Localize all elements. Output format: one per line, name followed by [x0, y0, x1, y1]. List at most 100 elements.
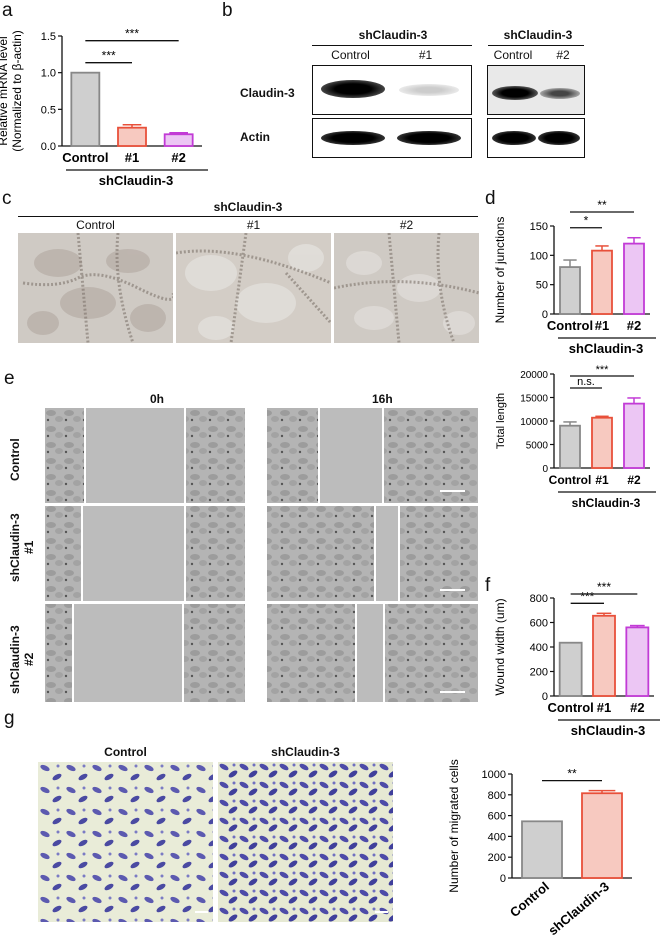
y-tick-label: 200	[530, 667, 548, 679]
significance-label: ***	[125, 27, 139, 41]
y-tick-label: 5000	[526, 441, 549, 452]
blot-actin-2	[487, 118, 585, 158]
blot-header-2: shClaudin-3	[503, 28, 573, 42]
chart-f-wound-width: 0 200 400 600 800 Wound width (um) Control #1 #2…	[493, 580, 660, 738]
y-tick-label: 600	[530, 618, 548, 630]
band	[540, 88, 580, 99]
y-tick-label: 0.5	[41, 104, 56, 116]
x-tick-label: #2	[630, 700, 644, 715]
band	[397, 131, 461, 145]
significance-label: ***	[597, 580, 611, 594]
x-tick-label: #1	[595, 473, 609, 487]
significance-label: ***	[102, 49, 116, 63]
significance-label: *	[584, 214, 589, 228]
panel-letter-c: c	[2, 188, 12, 209]
y-tick-label: 50	[536, 280, 548, 292]
panel-c-header: shClaudin-3	[213, 200, 283, 214]
y-tick-label: 0	[542, 691, 548, 703]
y-tick-label: 400	[530, 642, 548, 654]
chart-a-mrna-level: 0.0 0.5 1.0 1.5 Relative mRNA level (Normaliz…	[0, 27, 208, 188]
y-tick-label: 1.5	[41, 31, 56, 43]
panel-letter-d: d	[485, 188, 496, 209]
y-axis-title-line: Total length	[495, 393, 507, 449]
band	[321, 131, 385, 145]
panel-e-time-0h: 0h	[150, 392, 165, 406]
significance-label: **	[597, 198, 607, 212]
band	[538, 131, 580, 145]
y-tick-label: 0	[542, 309, 548, 321]
bar	[559, 424, 581, 469]
blot-header-1: shClaudin-3	[358, 28, 428, 42]
bar	[592, 614, 616, 697]
x-tick-label: #1	[595, 318, 609, 333]
chart-g-migrated-cells: 0 200 400 600 800 1000 Number of migrated cell…	[447, 759, 632, 938]
blot-header-2-line	[488, 45, 584, 46]
y-tick-label: 400	[488, 831, 506, 843]
blot-lane-2: #2	[556, 48, 570, 62]
panel-c-label-control: Control	[76, 218, 115, 232]
bar	[623, 402, 645, 469]
x-tick-label: #2	[627, 318, 641, 333]
y-tick-label: 1.0	[41, 68, 56, 80]
tube-image-control	[18, 233, 173, 343]
panel-e-time-16h: 16h	[372, 392, 393, 406]
band	[492, 131, 536, 145]
bar	[625, 626, 650, 697]
panel-g-label-control: Control	[104, 745, 147, 759]
x-tick-label: Control	[507, 879, 552, 920]
bar	[623, 242, 645, 315]
panel-e-row-control: Control	[8, 438, 22, 482]
panel-letter-a: a	[2, 0, 13, 21]
x-tick-label: Control	[549, 473, 592, 487]
blot-lane-control-2: Control	[493, 48, 533, 62]
blot-lane-control-1: Control	[331, 48, 370, 62]
chart-d-junctions: 0 50 100 150 Number of junctions Control #1 #2 s…	[493, 198, 656, 356]
bar	[581, 792, 623, 879]
panel-letter-f: f	[485, 575, 491, 596]
tube-image-1	[176, 233, 331, 343]
band	[492, 86, 538, 100]
bar	[558, 641, 583, 697]
x-tick-label: #2	[171, 150, 185, 165]
x-tick-label: Control	[548, 700, 594, 715]
panel-letter-e: e	[4, 368, 15, 389]
y-axis-title: Number of junctions	[493, 217, 507, 324]
blot-lane-1: #1	[418, 48, 433, 62]
y-tick-label: 0.0	[41, 141, 56, 153]
panel-c-label-1: #1	[246, 218, 261, 232]
bar	[591, 249, 613, 315]
panel-e-row-2: shClaudin-3 #2	[8, 625, 36, 694]
y-axis-title: Wound width (um)	[493, 598, 507, 695]
y-tick-label: 15000	[520, 394, 548, 405]
x-tick-label: #1	[597, 700, 611, 715]
wound-image-grid	[45, 408, 478, 702]
x-tick-label: Control	[62, 150, 108, 165]
bar	[117, 126, 147, 147]
band	[399, 84, 459, 96]
bar	[163, 133, 194, 147]
group-label: shClaudin-3	[572, 496, 641, 510]
y-tick-label: 600	[488, 811, 506, 823]
y-axis-title-line: Number of migrated cells	[447, 759, 461, 892]
y-axis-title-line: Number of junctions	[493, 217, 507, 324]
panel-letter-b: b	[222, 0, 233, 21]
y-tick-label: 800	[488, 790, 506, 802]
blot-row-claudin3: Claudin-3	[240, 86, 295, 100]
panel-c-label-2: #2	[399, 218, 414, 232]
group-label: shClaudin-3	[571, 723, 645, 738]
x-tick-label: #2	[627, 473, 641, 487]
panel-c-header-line	[18, 216, 478, 217]
y-tick-label: 0	[500, 873, 506, 885]
blot-row-actin: Actin	[240, 130, 270, 144]
y-axis-title: Number of migrated cells	[447, 759, 461, 892]
tube-image-2	[334, 233, 479, 343]
group-label: shClaudin-3	[569, 341, 643, 356]
y-axis-title: Total length	[495, 393, 507, 449]
group-label: shClaudin-3	[99, 173, 173, 188]
y-tick-label: 200	[488, 852, 506, 864]
y-axis-title-line: Wound width (um)	[493, 598, 507, 695]
y-tick-label: 1000	[482, 769, 506, 781]
y-axis-title-line: Relative mRNA level	[0, 36, 10, 145]
transwell-images	[38, 762, 393, 922]
